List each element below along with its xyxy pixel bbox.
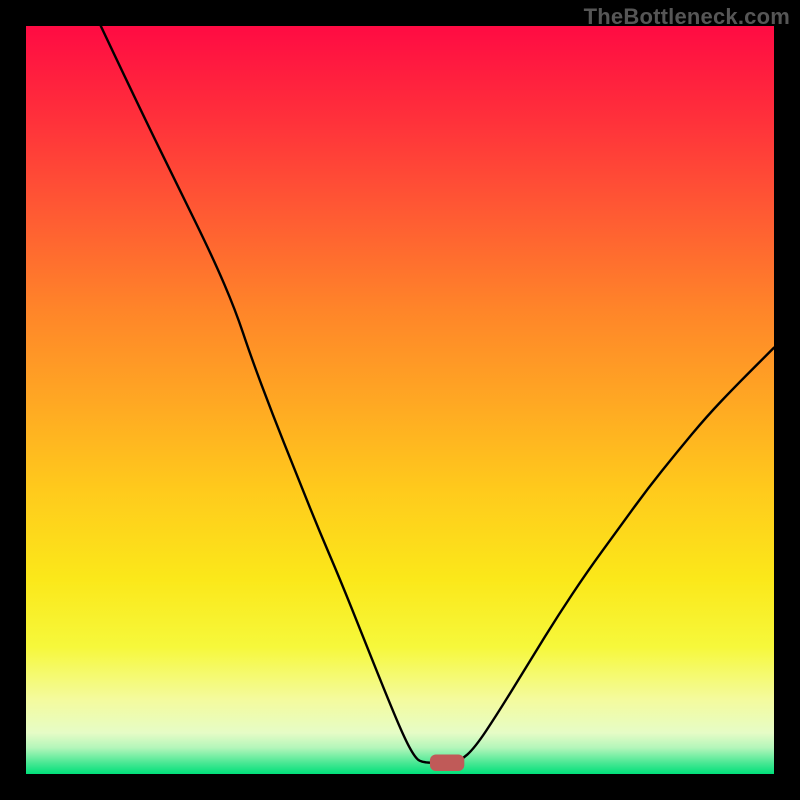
chart-frame: TheBottleneck.com [0,0,800,800]
plot-area [26,26,774,774]
optimum-marker [430,755,464,771]
chart-background [26,26,774,774]
bottleneck-chart [26,26,774,774]
